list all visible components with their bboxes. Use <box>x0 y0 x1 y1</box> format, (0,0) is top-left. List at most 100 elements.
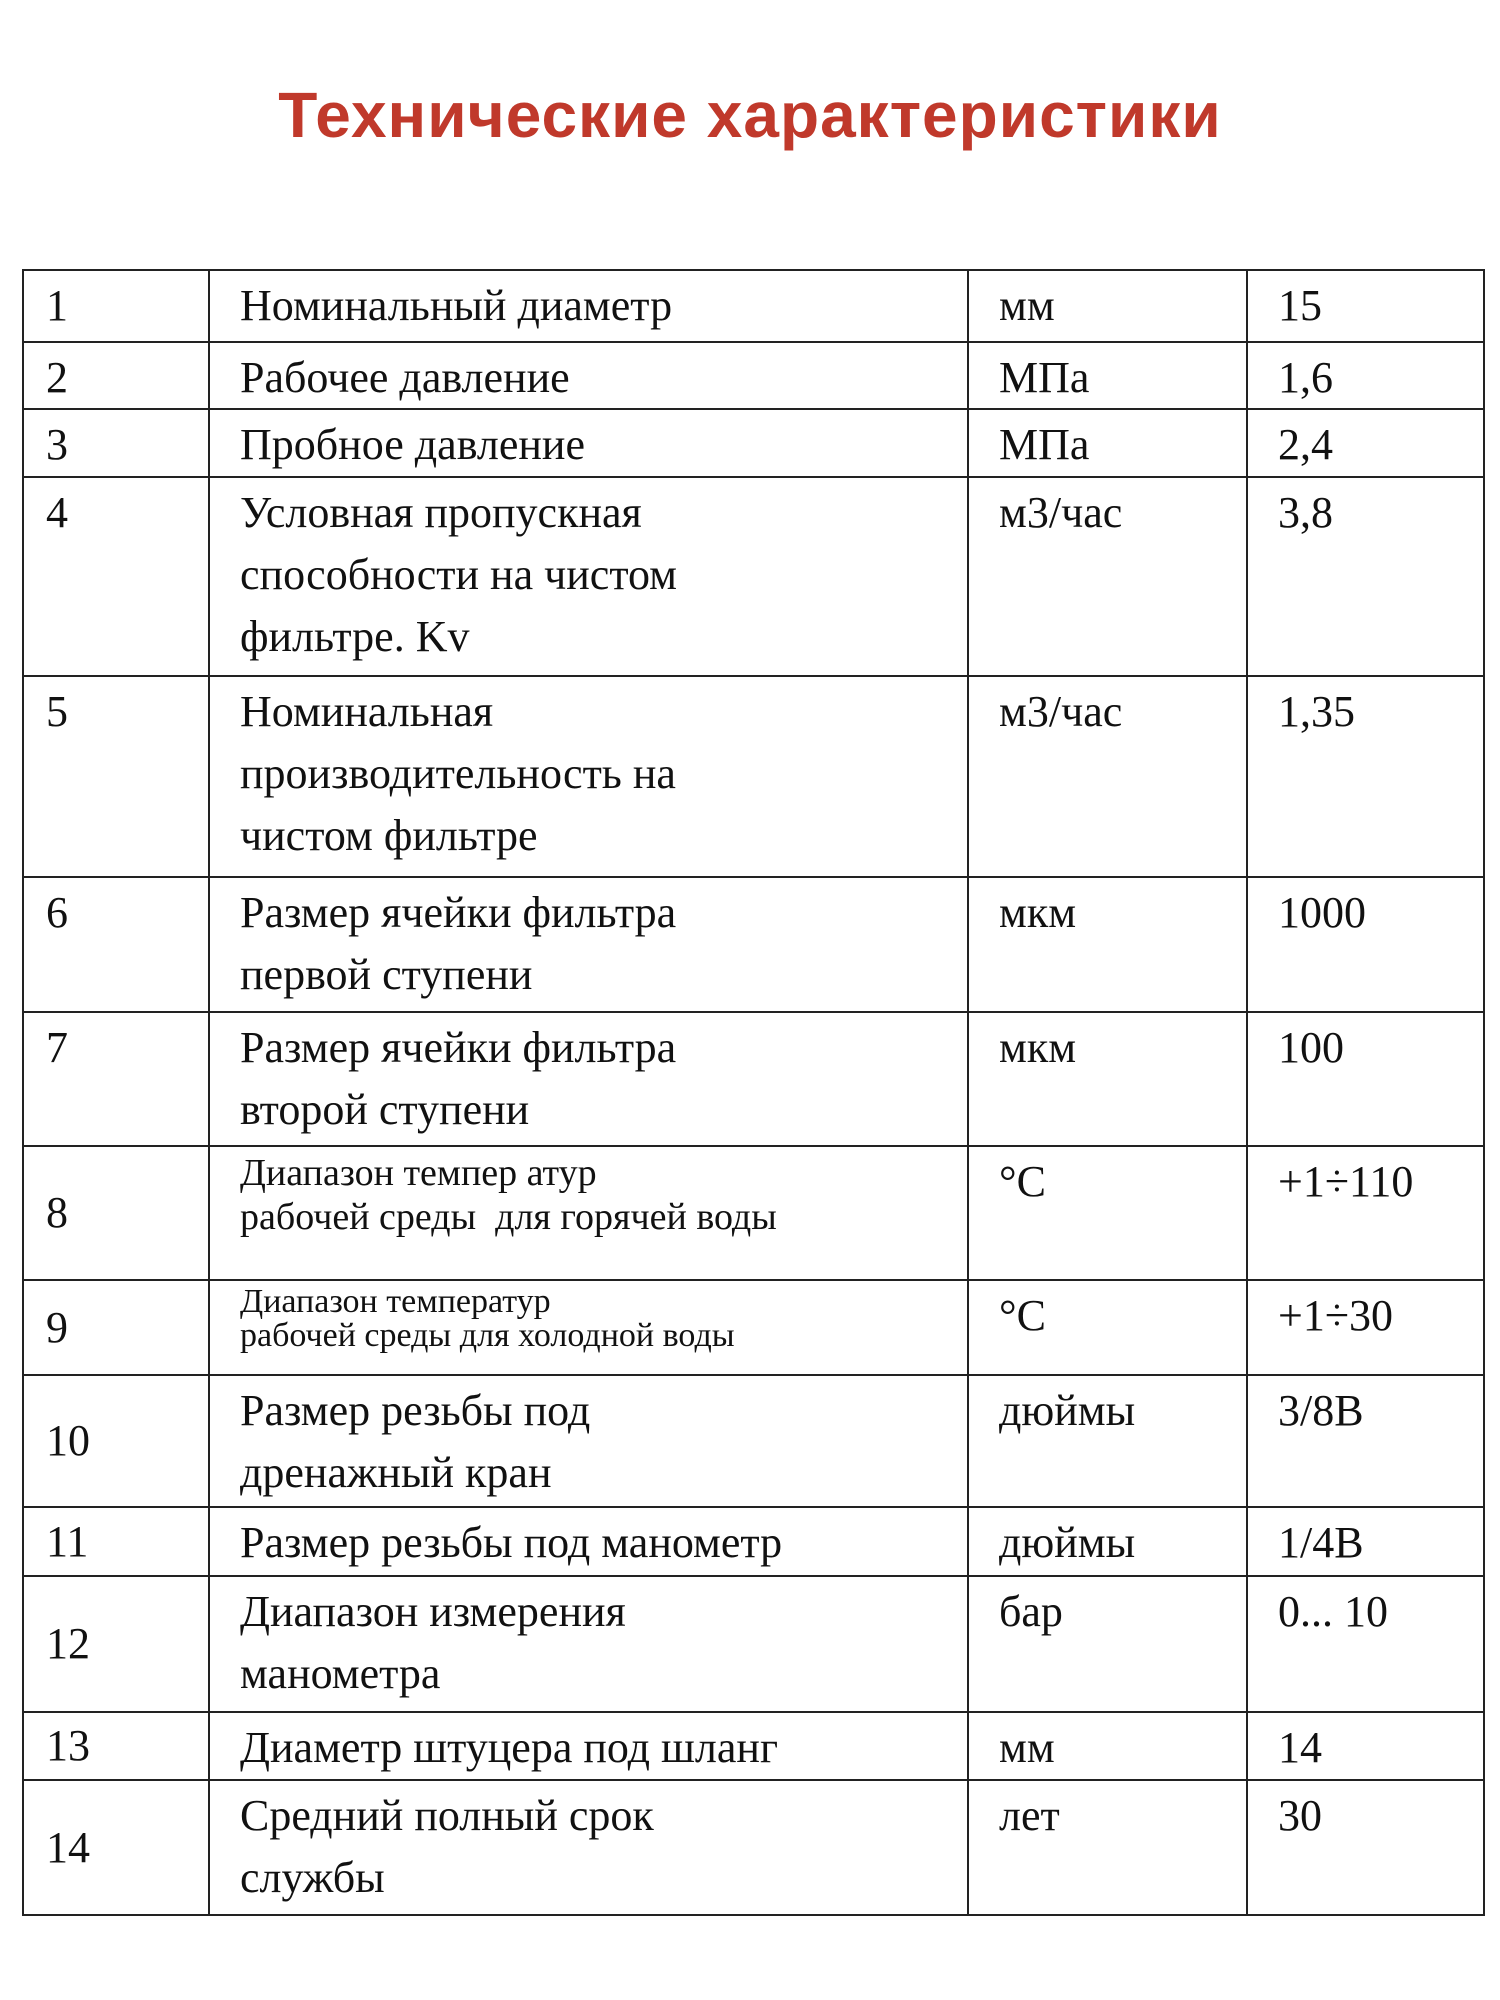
num: 2 <box>46 353 68 402</box>
value: 1/4В <box>1278 1518 1364 1567</box>
unit: МПа <box>999 420 1090 469</box>
name-line: рабочей среды для горячей воды <box>240 1196 777 1238</box>
cell-unit: МПа <box>967 341 1248 410</box>
name-line: манометра <box>240 1649 441 1698</box>
name-line: Диаметр штуцера под шланг <box>240 1723 778 1772</box>
cell-num: 9 <box>22 1279 210 1376</box>
name-line: второй ступени <box>240 1085 530 1134</box>
num: 13 <box>46 1721 90 1770</box>
name-line: Номинальный диаметр <box>240 281 673 330</box>
value: 1,35 <box>1278 687 1355 736</box>
name-line: Диапазон измерения <box>240 1587 626 1636</box>
cell-value: 30 <box>1246 1779 1485 1916</box>
cell-name: Диапазон температур рабочей среды для хол… <box>208 1279 969 1376</box>
name-line: Размер ячейки фильтра <box>240 888 677 937</box>
cell-name: Условная пропускная способности на чистом… <box>208 476 969 677</box>
num: 3 <box>46 420 68 469</box>
cell-num: 4 <box>22 476 210 677</box>
cell-value: +1÷30 <box>1246 1279 1485 1376</box>
name-line: Размер резьбы под манометр <box>240 1518 783 1567</box>
cell-value: 1000 <box>1246 876 1485 1013</box>
cell-value: 15 <box>1246 269 1485 343</box>
unit: °С <box>999 1157 1046 1206</box>
cell-num: 1 <box>22 269 210 343</box>
num: 5 <box>46 687 68 736</box>
num: 10 <box>46 1416 90 1465</box>
name-line: способности на чистом <box>240 550 677 599</box>
cell-unit: дюймы <box>967 1374 1248 1508</box>
cell-name: Диапазон измерения манометра <box>208 1575 969 1713</box>
cell-name: Размер резьбы под манометр <box>208 1506 969 1577</box>
cell-num: 2 <box>22 341 210 410</box>
unit: м3/час <box>999 687 1123 736</box>
cell-name: Пробное давление <box>208 408 969 478</box>
cell-name: Рабочее давление <box>208 341 969 410</box>
cell-name: Номинальный диаметр <box>208 269 969 343</box>
num: 7 <box>46 1023 68 1072</box>
name-line: первой ступени <box>240 950 533 999</box>
unit: мм <box>999 1723 1055 1772</box>
cell-value: 3/8В <box>1246 1374 1485 1508</box>
unit: мм <box>999 281 1055 330</box>
cell-value: 2,4 <box>1246 408 1485 478</box>
value: 100 <box>1278 1023 1344 1072</box>
name-line: Размер ячейки фильтра <box>240 1023 677 1072</box>
num: 11 <box>46 1516 89 1566</box>
value: 2,4 <box>1278 420 1333 469</box>
cell-num: 6 <box>22 876 210 1013</box>
cell-value: 1,35 <box>1246 675 1485 878</box>
cell-name: Диапазон темпер атур рабочей среды для го… <box>208 1145 969 1281</box>
name-line: Диапазон темпер атур <box>240 1152 597 1194</box>
name-line: Пробное давление <box>240 420 585 469</box>
value: 1000 <box>1278 888 1366 937</box>
name-line: Условная пропускная <box>240 488 642 537</box>
cell-name: Диаметр штуцера под шланг <box>208 1711 969 1781</box>
num: 9 <box>46 1302 68 1352</box>
title: Технические характеристики <box>278 79 1222 151</box>
cell-unit: мм <box>967 269 1248 343</box>
num: 8 <box>46 1188 68 1237</box>
cell-value: 1,6 <box>1246 341 1485 410</box>
cell-name: Размер ячейки фильтра второй ступени <box>208 1011 969 1147</box>
name-line: Средний полный срок <box>240 1791 654 1840</box>
cell-value: 3,8 <box>1246 476 1485 677</box>
cell-num: 14 <box>22 1779 210 1916</box>
cell-unit: мм <box>967 1711 1248 1781</box>
value: 1,6 <box>1278 353 1333 402</box>
value: 30 <box>1278 1791 1322 1840</box>
unit: МПа <box>999 353 1090 402</box>
cell-name: Средний полный срок службы <box>208 1779 969 1916</box>
value: 3,8 <box>1278 488 1333 537</box>
cell-value: 100 <box>1246 1011 1485 1147</box>
cell-num: 10 <box>22 1374 210 1508</box>
unit: бар <box>999 1587 1063 1636</box>
name-line: Размер резьбы под <box>240 1386 591 1435</box>
cell-num: 7 <box>22 1011 210 1147</box>
cell-name: Номинальная производительность на чистом ф… <box>208 675 969 878</box>
spec-table: 1 Номинальный диаметр мм 15 2 Рабочее давлени… <box>22 269 1485 1916</box>
cell-unit: лет <box>967 1779 1248 1916</box>
num: 4 <box>46 488 68 537</box>
cell-unit: м3/час <box>967 675 1248 878</box>
cell-num: 11 <box>22 1506 210 1577</box>
cell-unit: °С <box>967 1145 1248 1281</box>
name-line: Рабочее давление <box>240 353 570 402</box>
value: +1÷110 <box>1278 1157 1414 1206</box>
num: 14 <box>46 1822 90 1872</box>
value: 15 <box>1278 281 1322 330</box>
cell-unit: МПа <box>967 408 1248 478</box>
num: 6 <box>46 888 68 937</box>
value: +1÷30 <box>1278 1291 1393 1340</box>
value: 0... 10 <box>1278 1587 1388 1636</box>
cell-unit: дюймы <box>967 1506 1248 1577</box>
unit: дюймы <box>999 1386 1136 1435</box>
name-line: службы <box>240 1853 385 1902</box>
num: 1 <box>46 281 68 330</box>
unit: мкм <box>999 1023 1077 1072</box>
cell-num: 12 <box>22 1575 210 1713</box>
cell-value: 0... 10 <box>1246 1575 1485 1713</box>
name-line: Диапазон температур <box>240 1283 551 1320</box>
cell-value: 14 <box>1246 1711 1485 1781</box>
unit: лет <box>999 1791 1060 1840</box>
